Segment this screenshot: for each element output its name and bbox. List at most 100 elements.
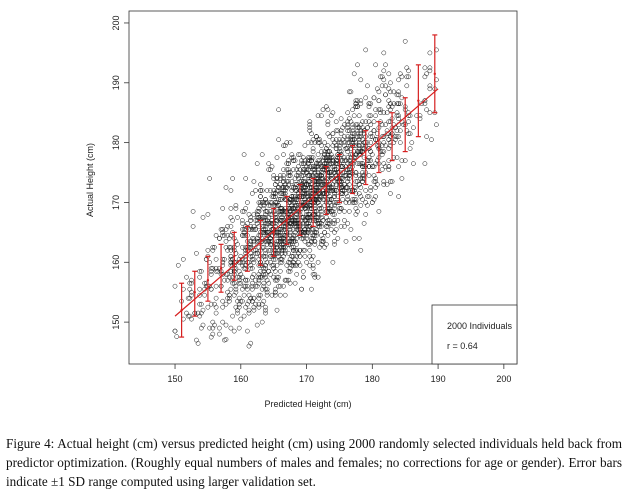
data-point	[402, 158, 408, 163]
data-point	[240, 259, 245, 265]
data-point	[208, 286, 214, 292]
data-point	[291, 238, 296, 244]
data-point	[271, 173, 277, 178]
data-point	[314, 134, 319, 139]
data-point	[263, 230, 268, 235]
data-point	[323, 158, 329, 163]
data-point	[304, 224, 309, 229]
data-point	[281, 176, 286, 181]
data-point	[210, 247, 216, 253]
data-point	[213, 304, 219, 310]
data-point	[238, 280, 244, 286]
data-point	[223, 322, 229, 328]
data-point	[174, 334, 180, 339]
data-point	[305, 221, 311, 226]
data-point	[231, 292, 237, 298]
data-point	[314, 233, 319, 238]
data-point	[309, 236, 314, 241]
data-point	[305, 241, 311, 247]
data-point	[346, 170, 352, 175]
data-point	[396, 134, 401, 139]
data-point	[427, 83, 433, 89]
data-point	[368, 149, 374, 154]
data-point	[319, 224, 324, 229]
data-point	[248, 265, 254, 271]
data-point	[269, 164, 275, 169]
data-point	[323, 104, 329, 110]
data-point	[248, 244, 254, 250]
data-point	[394, 155, 400, 160]
data-point	[322, 152, 327, 157]
data-point	[277, 233, 283, 238]
data-point	[307, 197, 313, 202]
data-point	[212, 301, 217, 307]
data-point	[272, 191, 278, 196]
data-point	[317, 185, 323, 190]
error-bar	[363, 130, 369, 186]
data-point	[253, 247, 258, 253]
data-point	[310, 155, 316, 160]
data-point	[328, 197, 334, 202]
data-point	[299, 236, 304, 241]
data-point	[240, 244, 245, 250]
data-point	[251, 259, 257, 265]
data-point	[294, 188, 300, 193]
data-point	[369, 152, 375, 157]
data-point	[356, 143, 362, 148]
data-point	[276, 230, 281, 235]
y-tick-label: 170	[111, 195, 121, 210]
data-point	[246, 343, 252, 349]
data-point	[276, 274, 281, 280]
data-point	[315, 218, 321, 223]
data-point	[291, 200, 296, 205]
data-point	[325, 143, 331, 148]
error-bar-mean	[193, 291, 196, 294]
data-point	[292, 176, 298, 181]
x-tick: 180	[365, 364, 380, 384]
data-point	[319, 238, 324, 244]
data-point	[307, 155, 313, 160]
data-point	[340, 164, 346, 169]
x-tick: 170	[299, 364, 314, 384]
data-point	[315, 158, 321, 163]
data-point	[319, 164, 324, 169]
data-point	[307, 203, 313, 208]
data-point	[253, 250, 258, 256]
data-point	[384, 182, 390, 187]
data-point	[350, 140, 355, 145]
data-point	[319, 233, 324, 238]
data-point	[225, 277, 230, 283]
data-point	[346, 209, 352, 214]
data-point	[281, 173, 286, 178]
data-point	[195, 310, 201, 316]
data-point	[251, 307, 257, 313]
data-point	[241, 313, 247, 319]
data-point	[348, 134, 354, 139]
data-point	[294, 212, 300, 217]
data-point	[272, 182, 278, 187]
data-point	[346, 182, 352, 187]
error-bar-mean	[417, 99, 420, 102]
data-point	[353, 179, 359, 184]
data-point	[281, 236, 286, 241]
data-point	[172, 283, 178, 289]
data-point	[355, 179, 360, 184]
data-point	[220, 298, 226, 304]
data-point	[207, 325, 212, 331]
data-point	[256, 274, 262, 280]
data-point	[300, 224, 306, 229]
data-point	[366, 113, 372, 119]
data-point	[351, 113, 357, 119]
data-point	[205, 304, 211, 310]
data-point	[249, 298, 255, 304]
data-point	[254, 209, 260, 214]
data-point	[320, 158, 326, 163]
data-point	[307, 215, 313, 220]
data-point	[351, 197, 357, 202]
data-point	[312, 233, 318, 238]
data-point	[327, 170, 332, 175]
data-point	[248, 238, 254, 244]
data-point	[305, 227, 311, 232]
data-point	[287, 170, 293, 175]
data-point	[325, 233, 331, 238]
